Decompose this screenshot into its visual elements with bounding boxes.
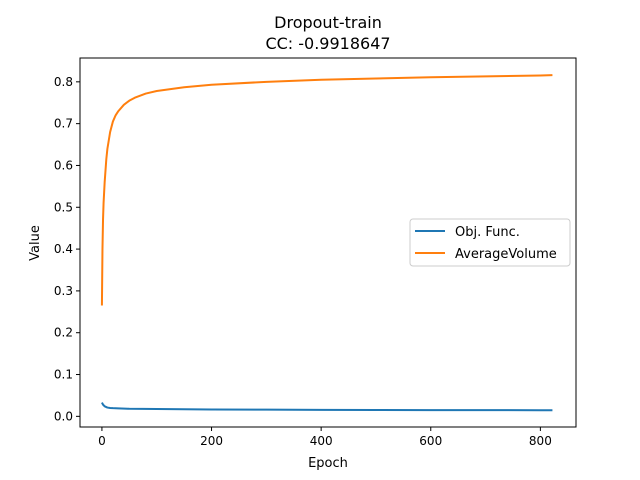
x-axis-label: Epoch: [308, 456, 348, 471]
y-tick-label: 0.1: [54, 368, 73, 382]
y-tick-label: 0.0: [54, 409, 73, 423]
series-layer: [100, 74, 553, 412]
x-tick-label: 400: [310, 434, 333, 448]
chart-title: Dropout-train: [274, 13, 382, 32]
x-tick-label: 600: [419, 434, 442, 448]
y-tick-label: 0.3: [54, 284, 73, 298]
chart-subtitle: CC: -0.9918647: [265, 34, 390, 53]
y-axis-label: Value: [28, 225, 43, 261]
tick-layer: 0 200 400 600 800 0.0 0.1 0.2 0.3 0.4 0.5 0.6 0.7 0.8: [54, 75, 552, 448]
y-tick-label: 0.2: [54, 326, 73, 340]
series-line-averagevolume: [100, 74, 553, 306]
y-tick-label: 0.4: [54, 242, 73, 256]
legend-label-average-volume: AverageVolume: [455, 247, 557, 262]
x-tick-label: 800: [529, 434, 552, 448]
legend-label-obj-func: Obj. Func.: [455, 225, 520, 240]
y-tick-label: 0.6: [54, 158, 73, 172]
plot-frame: [79, 57, 577, 428]
legend: Obj. Func. AverageVolume: [409, 218, 571, 267]
series-line-obj-func: [101, 402, 553, 412]
x-tick-label: 0: [98, 434, 106, 448]
x-tick-label: 200: [200, 434, 223, 448]
y-tick-label: 0.5: [54, 200, 73, 214]
y-tick-label: 0.8: [54, 75, 73, 89]
y-tick-label: 0.7: [54, 117, 73, 131]
legend-box: [409, 218, 571, 267]
